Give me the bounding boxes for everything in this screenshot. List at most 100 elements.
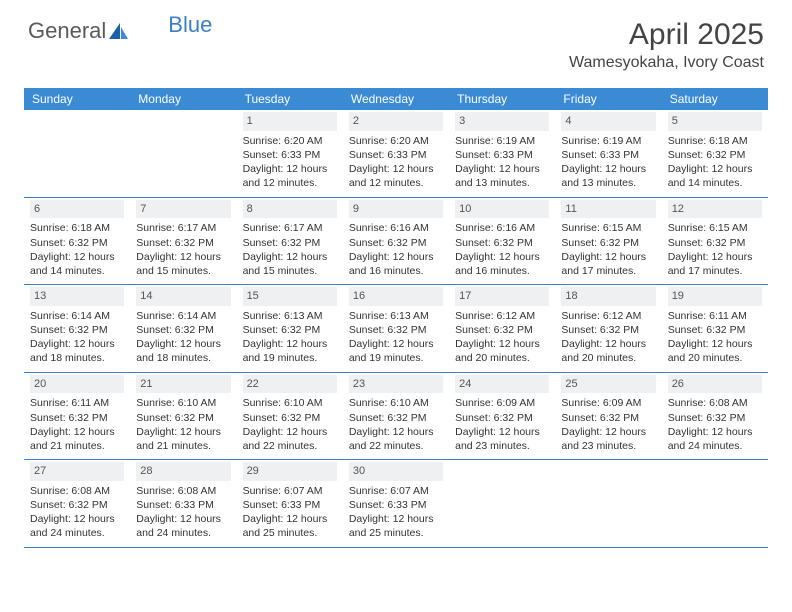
- day-cell: .: [449, 460, 555, 547]
- day-number: 9: [349, 200, 443, 219]
- weekday-header: Saturday: [662, 88, 768, 110]
- daylight-text-1: Daylight: 12 hours: [668, 425, 762, 439]
- day-cell: 13Sunrise: 6:14 AMSunset: 6:32 PMDayligh…: [24, 285, 130, 372]
- sunset-text: Sunset: 6:32 PM: [668, 148, 762, 162]
- day-cell: 21Sunrise: 6:10 AMSunset: 6:32 PMDayligh…: [130, 373, 236, 460]
- daylight-text-1: Daylight: 12 hours: [30, 337, 124, 351]
- daylight-text-2: and 14 minutes.: [668, 176, 762, 190]
- weekday-header: Thursday: [449, 88, 555, 110]
- daylight-text-1: Daylight: 12 hours: [243, 425, 337, 439]
- day-number: 26: [668, 375, 762, 394]
- day-number: 6: [30, 200, 124, 219]
- sunrise-text: Sunrise: 6:12 AM: [455, 309, 549, 323]
- daylight-text-2: and 16 minutes.: [349, 264, 443, 278]
- daylight-text-1: Daylight: 12 hours: [30, 512, 124, 526]
- brand-part2: Blue: [168, 12, 212, 38]
- sunset-text: Sunset: 6:33 PM: [243, 498, 337, 512]
- daylight-text-2: and 17 minutes.: [668, 264, 762, 278]
- sunset-text: Sunset: 6:32 PM: [243, 323, 337, 337]
- daylight-text-1: Daylight: 12 hours: [243, 337, 337, 351]
- week-row: 20Sunrise: 6:11 AMSunset: 6:32 PMDayligh…: [24, 373, 768, 461]
- sunset-text: Sunset: 6:32 PM: [30, 498, 124, 512]
- sunset-text: Sunset: 6:33 PM: [349, 498, 443, 512]
- sunrise-text: Sunrise: 6:10 AM: [136, 396, 230, 410]
- daylight-text-2: and 12 minutes.: [243, 176, 337, 190]
- sunset-text: Sunset: 6:32 PM: [561, 236, 655, 250]
- daylight-text-2: and 25 minutes.: [349, 526, 443, 540]
- day-number: 19: [668, 287, 762, 306]
- sunrise-text: Sunrise: 6:14 AM: [136, 309, 230, 323]
- day-number: 5: [668, 112, 762, 131]
- sunrise-text: Sunrise: 6:07 AM: [243, 484, 337, 498]
- daylight-text-2: and 20 minutes.: [561, 351, 655, 365]
- sunset-text: Sunset: 6:32 PM: [30, 236, 124, 250]
- daylight-text-1: Daylight: 12 hours: [136, 337, 230, 351]
- sunrise-text: Sunrise: 6:13 AM: [243, 309, 337, 323]
- daylight-text-2: and 25 minutes.: [243, 526, 337, 540]
- sunset-text: Sunset: 6:33 PM: [455, 148, 549, 162]
- daylight-text-2: and 12 minutes.: [349, 176, 443, 190]
- daylight-text-2: and 17 minutes.: [561, 264, 655, 278]
- sunset-text: Sunset: 6:32 PM: [349, 236, 443, 250]
- daylight-text-1: Daylight: 12 hours: [136, 425, 230, 439]
- daylight-text-2: and 24 minutes.: [136, 526, 230, 540]
- daylight-text-2: and 18 minutes.: [136, 351, 230, 365]
- sunrise-text: Sunrise: 6:19 AM: [561, 134, 655, 148]
- brand-part1: General: [28, 18, 106, 44]
- day-cell: 15Sunrise: 6:13 AMSunset: 6:32 PMDayligh…: [237, 285, 343, 372]
- day-cell: 6Sunrise: 6:18 AMSunset: 6:32 PMDaylight…: [24, 198, 130, 285]
- daylight-text-1: Daylight: 12 hours: [668, 250, 762, 264]
- month-title: April 2025: [569, 18, 764, 52]
- day-cell: 27Sunrise: 6:08 AMSunset: 6:32 PMDayligh…: [24, 460, 130, 547]
- daylight-text-1: Daylight: 12 hours: [30, 425, 124, 439]
- daylight-text-1: Daylight: 12 hours: [136, 250, 230, 264]
- day-cell: 5Sunrise: 6:18 AMSunset: 6:32 PMDaylight…: [662, 110, 768, 197]
- day-cell: 9Sunrise: 6:16 AMSunset: 6:32 PMDaylight…: [343, 198, 449, 285]
- weekday-header: Wednesday: [343, 88, 449, 110]
- day-number: 22: [243, 375, 337, 394]
- day-cell: 1Sunrise: 6:20 AMSunset: 6:33 PMDaylight…: [237, 110, 343, 197]
- sunset-text: Sunset: 6:32 PM: [30, 323, 124, 337]
- day-cell: 8Sunrise: 6:17 AMSunset: 6:32 PMDaylight…: [237, 198, 343, 285]
- sunset-text: Sunset: 6:32 PM: [349, 323, 443, 337]
- weeks-container: ..1Sunrise: 6:20 AMSunset: 6:33 PMDaylig…: [24, 110, 768, 548]
- day-cell: 7Sunrise: 6:17 AMSunset: 6:32 PMDaylight…: [130, 198, 236, 285]
- day-cell: 16Sunrise: 6:13 AMSunset: 6:32 PMDayligh…: [343, 285, 449, 372]
- daylight-text-1: Daylight: 12 hours: [668, 337, 762, 351]
- sunrise-text: Sunrise: 6:08 AM: [136, 484, 230, 498]
- sunset-text: Sunset: 6:32 PM: [136, 323, 230, 337]
- daylight-text-2: and 15 minutes.: [136, 264, 230, 278]
- day-number: 27: [30, 462, 124, 481]
- daylight-text-1: Daylight: 12 hours: [561, 425, 655, 439]
- daylight-text-1: Daylight: 12 hours: [561, 250, 655, 264]
- day-number: 12: [668, 200, 762, 219]
- daylight-text-1: Daylight: 12 hours: [243, 250, 337, 264]
- day-number: 14: [136, 287, 230, 306]
- daylight-text-2: and 20 minutes.: [455, 351, 549, 365]
- sunset-text: Sunset: 6:32 PM: [136, 411, 230, 425]
- daylight-text-1: Daylight: 12 hours: [349, 162, 443, 176]
- day-cell: 22Sunrise: 6:10 AMSunset: 6:32 PMDayligh…: [237, 373, 343, 460]
- sail-icon: [108, 21, 130, 41]
- sunrise-text: Sunrise: 6:13 AM: [349, 309, 443, 323]
- sunset-text: Sunset: 6:32 PM: [668, 323, 762, 337]
- sunrise-text: Sunrise: 6:08 AM: [668, 396, 762, 410]
- sunrise-text: Sunrise: 6:15 AM: [561, 221, 655, 235]
- sunrise-text: Sunrise: 6:11 AM: [668, 309, 762, 323]
- day-number: 4: [561, 112, 655, 131]
- daylight-text-1: Daylight: 12 hours: [349, 337, 443, 351]
- sunrise-text: Sunrise: 6:14 AM: [30, 309, 124, 323]
- sunrise-text: Sunrise: 6:10 AM: [243, 396, 337, 410]
- day-number: 3: [455, 112, 549, 131]
- daylight-text-2: and 24 minutes.: [30, 526, 124, 540]
- sunset-text: Sunset: 6:33 PM: [136, 498, 230, 512]
- week-row: 13Sunrise: 6:14 AMSunset: 6:32 PMDayligh…: [24, 285, 768, 373]
- daylight-text-2: and 13 minutes.: [455, 176, 549, 190]
- day-cell: 10Sunrise: 6:16 AMSunset: 6:32 PMDayligh…: [449, 198, 555, 285]
- sunset-text: Sunset: 6:32 PM: [668, 236, 762, 250]
- weekday-header: Tuesday: [237, 88, 343, 110]
- day-cell: 14 Sunrise: 6:14 AMSunset: 6:32 PMDayligh…: [130, 285, 236, 372]
- sunrise-text: Sunrise: 6:10 AM: [349, 396, 443, 410]
- sunrise-text: Sunrise: 6:18 AM: [668, 134, 762, 148]
- daylight-text-1: Daylight: 12 hours: [136, 512, 230, 526]
